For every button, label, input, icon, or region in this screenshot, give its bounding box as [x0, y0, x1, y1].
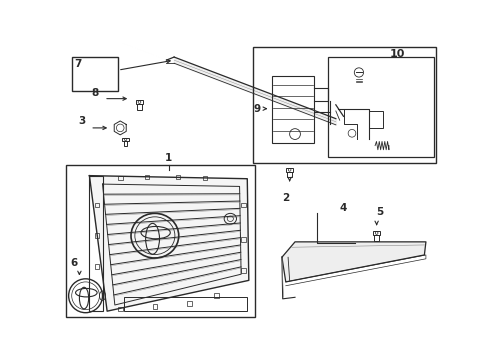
Text: 1: 1 [165, 153, 172, 163]
Bar [124, 297, 247, 311]
Bar [95, 233, 99, 238]
Bar [175, 175, 180, 180]
Bar [66, 165, 255, 316]
Text: 9: 9 [253, 104, 261, 114]
Text: 4: 4 [340, 203, 347, 213]
Text: 2: 2 [282, 193, 290, 203]
Bar [241, 203, 246, 207]
Bar [137, 104, 142, 110]
Bar [122, 138, 129, 141]
Bar [241, 268, 246, 273]
Bar [145, 175, 149, 180]
Bar [95, 264, 99, 269]
Bar [203, 176, 207, 180]
Polygon shape [89, 176, 249, 311]
Bar [328, 57, 434, 157]
Bar [288, 172, 292, 177]
Bar [373, 231, 380, 235]
Bar [136, 100, 143, 104]
Text: 7: 7 [74, 59, 81, 69]
Bar [95, 203, 99, 207]
Bar [253, 47, 436, 163]
Text: 5: 5 [377, 207, 384, 217]
Bar [214, 293, 219, 298]
Bar [152, 304, 157, 309]
Text: 6: 6 [70, 258, 77, 269]
Polygon shape [282, 242, 426, 282]
Bar [72, 57, 118, 91]
Text: 3: 3 [78, 116, 85, 126]
Bar [374, 235, 379, 240]
Bar [187, 301, 192, 306]
Bar [272, 76, 314, 143]
Bar [118, 176, 122, 180]
Bar [286, 168, 294, 172]
Bar [124, 141, 127, 146]
Bar [241, 237, 246, 242]
Bar [118, 307, 122, 311]
Bar [369, 111, 383, 128]
Bar [89, 176, 103, 311]
Text: 10: 10 [390, 49, 405, 59]
Text: 8: 8 [92, 87, 99, 98]
